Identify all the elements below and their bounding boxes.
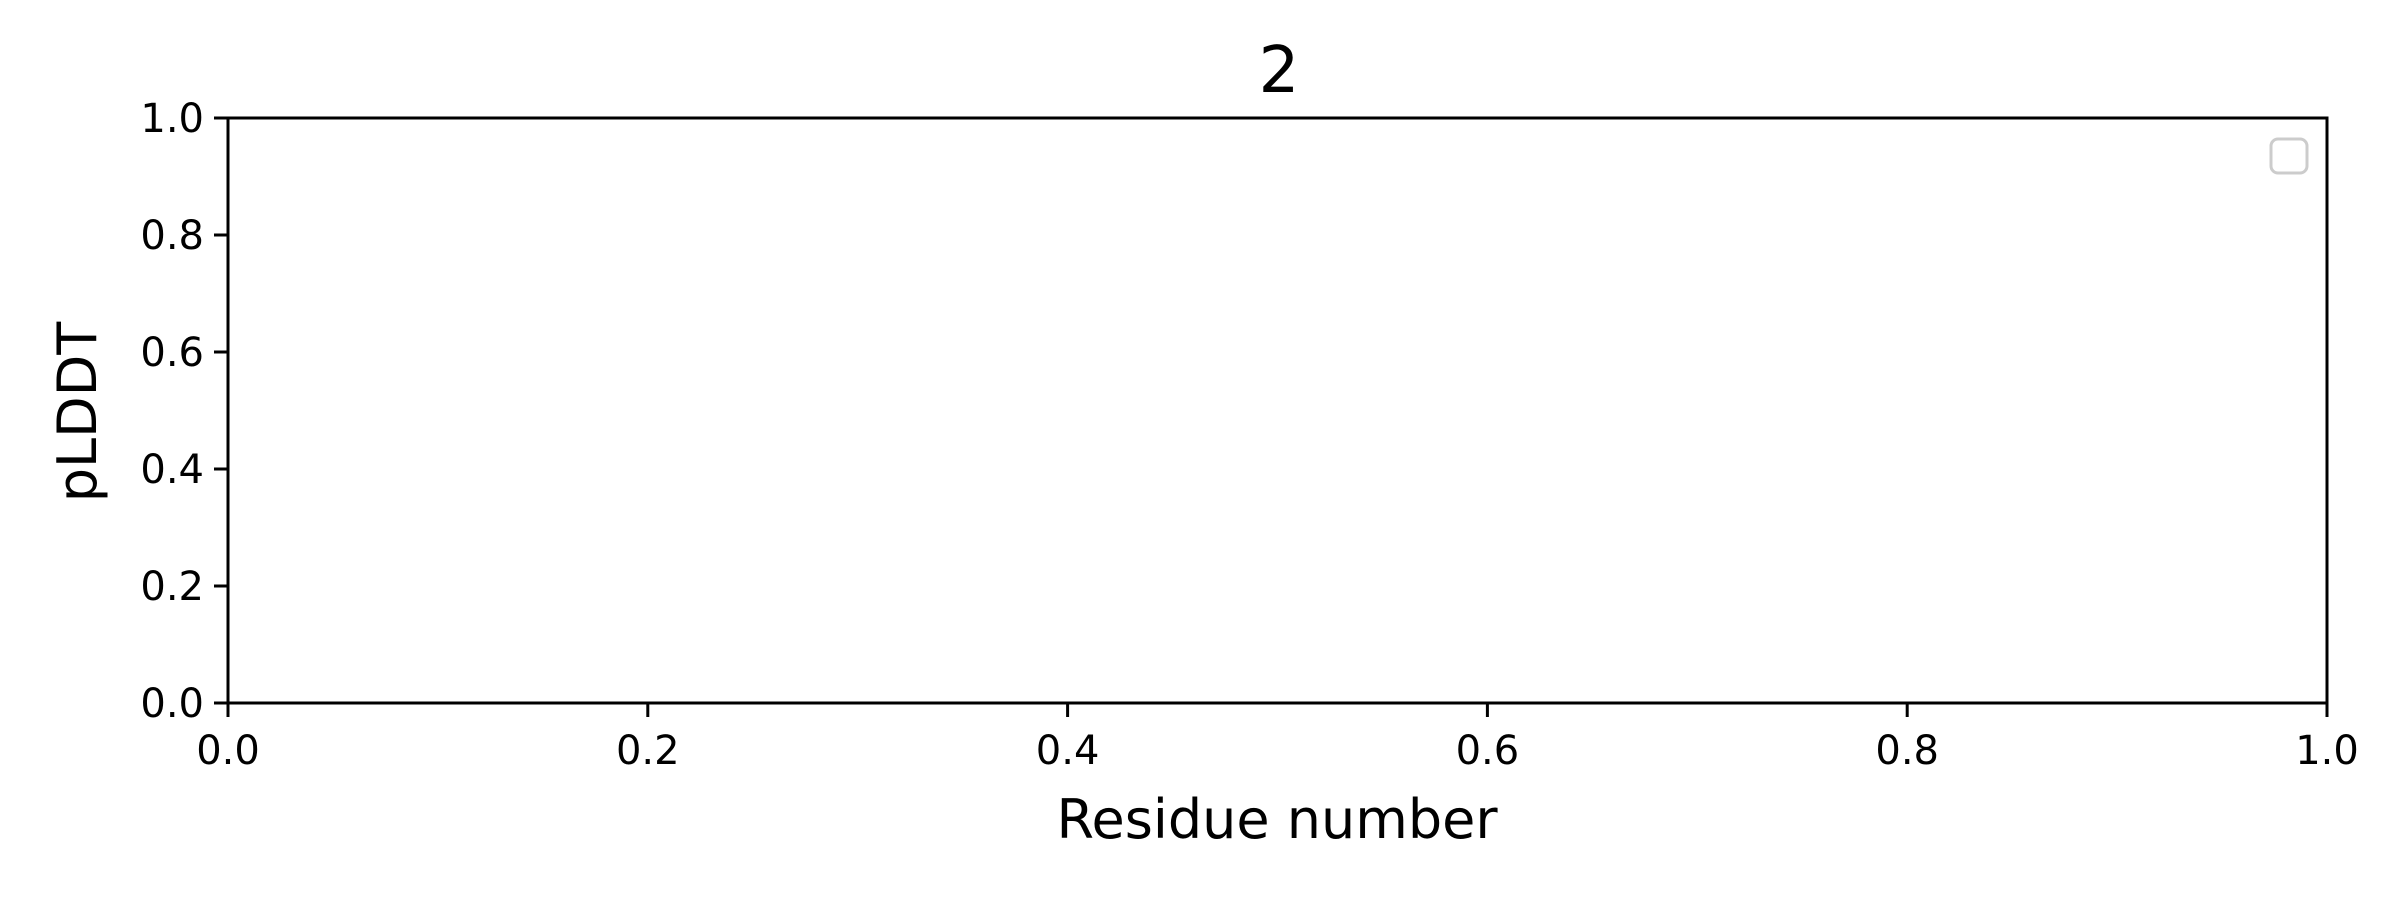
- y-axis: 0.0 0.2 0.4 0.6 0.8 1.0: [140, 96, 228, 727]
- y-tick-label: 1.0: [140, 96, 204, 142]
- y-tick-label: 0.4: [140, 447, 204, 493]
- y-tick-label: 0.2: [140, 564, 204, 610]
- chart-title: 2: [1259, 34, 1300, 108]
- legend-box: [2269, 137, 2309, 175]
- x-tick-label: 0.0: [196, 728, 260, 774]
- x-tick-label: 0.6: [1456, 728, 1520, 774]
- x-tick-label: 0.8: [1875, 728, 1939, 774]
- y-tick-label: 0.8: [140, 213, 204, 259]
- x-tick-label: 0.2: [616, 728, 680, 774]
- x-axis-label: Residue number: [1056, 788, 1498, 851]
- y-axis-label: pLDDT: [46, 321, 109, 503]
- x-tick-label: 1.0: [2295, 728, 2359, 774]
- y-tick-label: 0.0: [140, 681, 204, 727]
- x-tick-label: 0.4: [1036, 728, 1100, 774]
- x-axis: 0.0 0.2 0.4 0.6 0.8 1.0: [196, 703, 2359, 774]
- y-tick-label: 0.6: [140, 330, 204, 376]
- plot-area: [226, 116, 2329, 705]
